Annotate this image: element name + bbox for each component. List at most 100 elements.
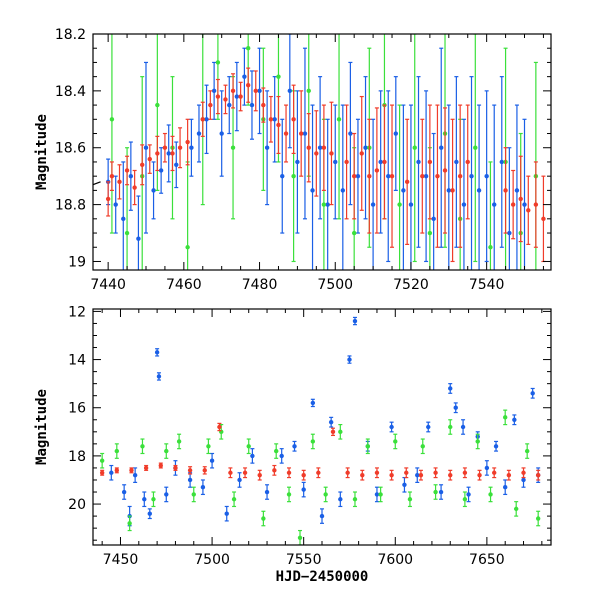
data-point [503, 188, 508, 193]
data-point [329, 151, 334, 156]
data-point [503, 485, 508, 490]
data-point [367, 173, 372, 179]
data-point [338, 429, 343, 435]
data-point [245, 82, 251, 88]
x-tick-label: 7500 [317, 277, 353, 293]
data-point [348, 131, 353, 136]
data-point [276, 122, 281, 128]
data-point [211, 88, 217, 94]
data-point [389, 424, 394, 430]
x-tick-label: 7600 [377, 552, 413, 568]
data-point [238, 94, 243, 99]
data-point [230, 88, 236, 94]
data-point [306, 145, 311, 150]
data-point [408, 202, 414, 207]
data-point [402, 482, 407, 487]
data-point [416, 159, 421, 165]
data-point [512, 417, 517, 422]
data-point [217, 424, 222, 430]
data-point [291, 117, 296, 122]
data-point [521, 477, 526, 483]
data-point [321, 202, 327, 207]
data-point [352, 497, 358, 502]
data-point [314, 151, 319, 156]
data-point [317, 145, 323, 150]
data-point [257, 472, 262, 478]
data-point [109, 173, 115, 179]
data-point [469, 173, 474, 179]
data-point [465, 159, 470, 165]
data-point [473, 145, 478, 150]
data-point [418, 472, 424, 478]
data-point [333, 159, 338, 165]
data-point [187, 468, 193, 473]
data-point [177, 145, 183, 150]
data-point [200, 485, 206, 490]
data-point [297, 535, 303, 540]
data-point [208, 102, 213, 108]
data-point [448, 472, 453, 478]
data-point [310, 188, 315, 193]
data-point [200, 117, 205, 122]
data-point [274, 448, 279, 454]
data-point [493, 444, 499, 449]
data-point [209, 458, 215, 463]
data-point [310, 439, 316, 444]
data-point [164, 492, 169, 497]
data-point [156, 374, 162, 379]
data-point [355, 173, 361, 179]
data-point [450, 188, 455, 193]
data-point [374, 470, 380, 475]
data-point [488, 245, 493, 250]
data-point [253, 88, 258, 94]
data-point [113, 202, 118, 207]
y-tick-label: 18.8 [55, 198, 86, 214]
x-tick-label: 7460 [166, 277, 202, 293]
series-1 [99, 409, 541, 545]
data-point [245, 46, 251, 51]
data-point [433, 470, 438, 475]
data-point [242, 470, 248, 475]
data-point [492, 202, 497, 207]
data-point [162, 145, 168, 150]
data-point [374, 168, 380, 173]
data-point [109, 470, 114, 475]
data-point [448, 386, 453, 391]
data-point [359, 151, 364, 156]
data-point [249, 102, 255, 108]
plot-area [93, 34, 546, 270]
data-point [476, 188, 482, 193]
data-point [321, 145, 327, 150]
data-point [191, 492, 196, 497]
data-point [129, 468, 134, 473]
data-point [272, 117, 277, 122]
plot-area [99, 316, 541, 545]
data-point [492, 470, 497, 475]
data-point [404, 470, 409, 475]
data-point [154, 350, 160, 355]
y-tick-label: 20 [68, 497, 86, 513]
data-point [170, 151, 175, 156]
data-point [462, 497, 468, 502]
data-point [155, 102, 160, 108]
data-point [365, 444, 370, 449]
data-point [360, 472, 365, 478]
data-point [250, 453, 255, 459]
data-point [302, 131, 308, 136]
data-point [114, 448, 120, 454]
data-point [185, 139, 190, 145]
data-point [484, 465, 490, 471]
data-point [319, 513, 325, 519]
y-tick-label: 19 [68, 254, 86, 270]
data-point [352, 318, 358, 324]
data-point [378, 159, 383, 165]
data-point [351, 173, 357, 179]
data-point [401, 188, 406, 193]
data-point [105, 196, 111, 202]
plot-frame [92, 33, 552, 271]
data-point [132, 472, 138, 478]
trend-line [93, 181, 101, 186]
data-point [420, 173, 425, 179]
data-point [185, 245, 190, 250]
